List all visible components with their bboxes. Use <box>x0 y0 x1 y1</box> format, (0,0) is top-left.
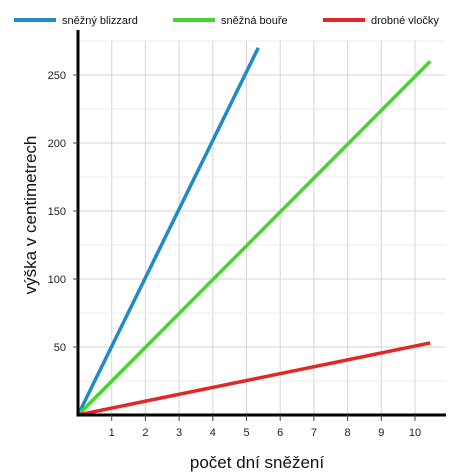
y-axis-title: výška v centimetrech <box>21 136 40 295</box>
legend-label-2: sněžná bouře <box>221 15 288 27</box>
x-tick-label: 5 <box>243 427 249 439</box>
x-tick-label: 4 <box>210 427 216 439</box>
x-tick-label: 10 <box>409 427 421 439</box>
y-tick-label: 50 <box>54 342 66 354</box>
x-tick-label: 9 <box>378 427 384 439</box>
y-tick-label: 200 <box>48 138 66 150</box>
x-tick-label: 1 <box>109 427 115 439</box>
x-tick-label: 7 <box>311 427 317 439</box>
series-line-1 <box>76 47 260 416</box>
x-tick-label: 8 <box>345 427 351 439</box>
series-line-3 <box>77 341 431 417</box>
x-tick-label: 2 <box>142 427 148 439</box>
y-tick-label: 150 <box>48 206 66 218</box>
tick-labels: 1 2 3 4 5 6 7 8 9 10 50 100 150 200 250 <box>48 70 421 439</box>
x-tick-label: 6 <box>277 427 283 439</box>
legend: sněžný blizzard sněžná bouře drobné vločky <box>14 15 439 27</box>
x-axis-title: počet dní sněžení <box>190 453 324 472</box>
x-tick-label: 3 <box>176 427 182 439</box>
legend-label-3: drobné vločky <box>371 15 439 27</box>
series-lines <box>76 47 432 417</box>
axes <box>73 30 446 421</box>
legend-label-1: sněžný blizzard <box>62 15 138 27</box>
grid-lines <box>78 40 446 415</box>
y-tick-label: 250 <box>48 70 66 82</box>
series-line-2 <box>76 60 432 417</box>
y-tick-label: 100 <box>48 274 66 286</box>
